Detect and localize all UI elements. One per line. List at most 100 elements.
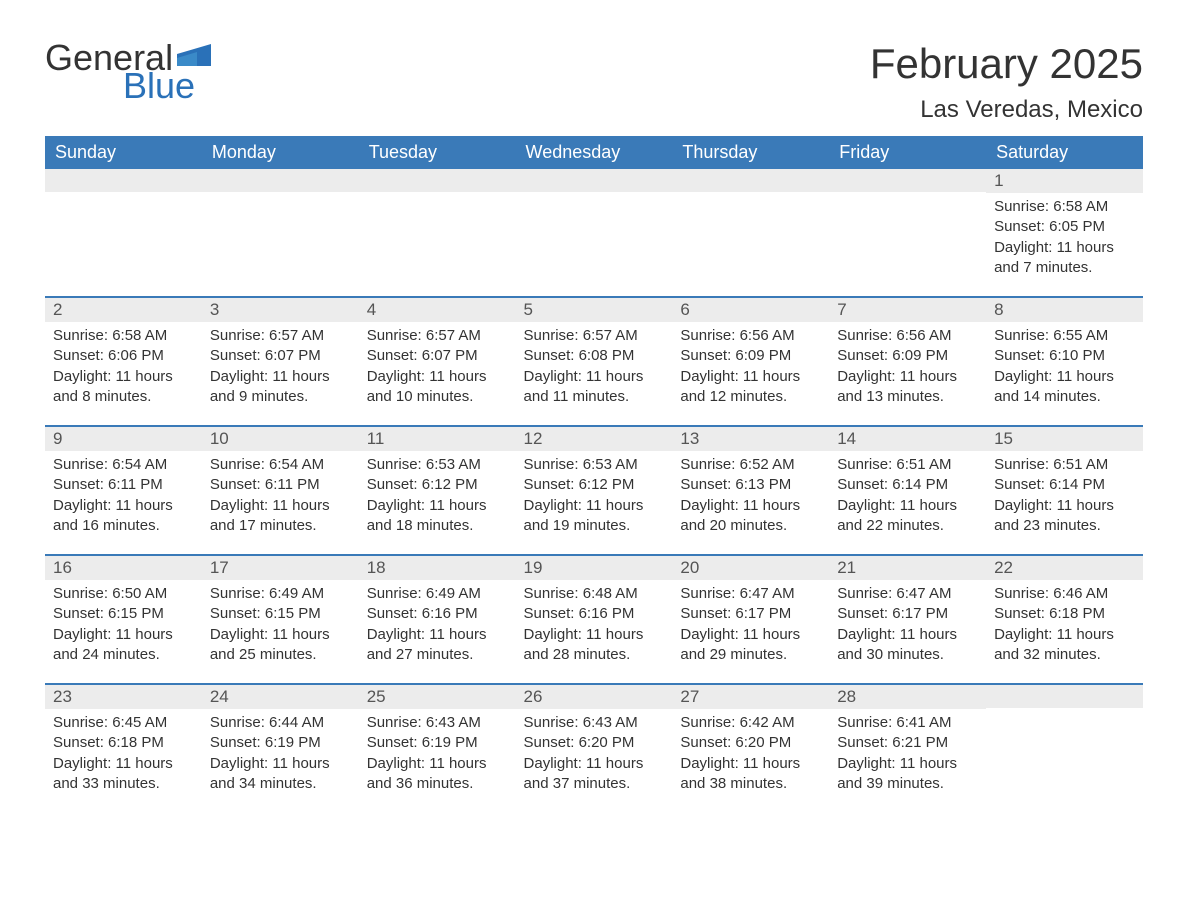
sunset-line: Sunset: 6:16 PM: [524, 604, 665, 624]
daylight-line: Daylight: 11 hours and 10 minutes.: [367, 367, 508, 408]
sunset-line: Sunset: 6:10 PM: [994, 346, 1135, 366]
daylight-line: Daylight: 11 hours and 29 minutes.: [680, 625, 821, 666]
day-number: 9: [45, 427, 202, 451]
sunset-line: Sunset: 6:05 PM: [994, 217, 1135, 237]
day-details: Sunrise: 6:42 AMSunset: 6:20 PMDaylight:…: [672, 709, 829, 802]
sunset-line: Sunset: 6:20 PM: [524, 733, 665, 753]
daylight-line: Daylight: 11 hours and 13 minutes.: [837, 367, 978, 408]
sunrise-line: Sunrise: 6:57 AM: [210, 326, 351, 346]
day-number: 18: [359, 556, 516, 580]
day-number: 3: [202, 298, 359, 322]
logo: General Blue: [45, 40, 211, 104]
calendar-cell: 7Sunrise: 6:56 AMSunset: 6:09 PMDaylight…: [829, 298, 986, 426]
daylight-line: Daylight: 11 hours and 14 minutes.: [994, 367, 1135, 408]
day-details: Sunrise: 6:58 AMSunset: 6:06 PMDaylight:…: [45, 322, 202, 415]
day-details: Sunrise: 6:54 AMSunset: 6:11 PMDaylight:…: [45, 451, 202, 544]
day-number: 23: [45, 685, 202, 709]
day-details: Sunrise: 6:56 AMSunset: 6:09 PMDaylight:…: [672, 322, 829, 415]
daylight-line: Daylight: 11 hours and 39 minutes.: [837, 754, 978, 795]
sunset-line: Sunset: 6:11 PM: [210, 475, 351, 495]
weekday-header: Sunday: [45, 136, 202, 169]
sunrise-line: Sunrise: 6:51 AM: [994, 455, 1135, 475]
day-number: 22: [986, 556, 1143, 580]
logo-text-blue: Blue: [123, 68, 211, 104]
month-title: February 2025: [870, 40, 1143, 88]
sunset-line: Sunset: 6:18 PM: [53, 733, 194, 753]
day-number: 26: [516, 685, 673, 709]
sunset-line: Sunset: 6:09 PM: [837, 346, 978, 366]
calendar-cell: 28Sunrise: 6:41 AMSunset: 6:21 PMDayligh…: [829, 685, 986, 813]
day-number: 7: [829, 298, 986, 322]
day-details: Sunrise: 6:57 AMSunset: 6:07 PMDaylight:…: [359, 322, 516, 415]
calendar-cell: 6Sunrise: 6:56 AMSunset: 6:09 PMDaylight…: [672, 298, 829, 426]
sunrise-line: Sunrise: 6:54 AM: [210, 455, 351, 475]
day-details: Sunrise: 6:44 AMSunset: 6:19 PMDaylight:…: [202, 709, 359, 802]
calendar-cell: 1Sunrise: 6:58 AMSunset: 6:05 PMDaylight…: [986, 169, 1143, 297]
weekday-header: Friday: [829, 136, 986, 169]
day-details: Sunrise: 6:47 AMSunset: 6:17 PMDaylight:…: [829, 580, 986, 673]
sunrise-line: Sunrise: 6:55 AM: [994, 326, 1135, 346]
sunset-line: Sunset: 6:08 PM: [524, 346, 665, 366]
sunset-line: Sunset: 6:15 PM: [53, 604, 194, 624]
day-details: Sunrise: 6:52 AMSunset: 6:13 PMDaylight:…: [672, 451, 829, 544]
sunset-line: Sunset: 6:14 PM: [837, 475, 978, 495]
calendar-cell: [359, 169, 516, 297]
sunrise-line: Sunrise: 6:57 AM: [524, 326, 665, 346]
sunrise-line: Sunrise: 6:54 AM: [53, 455, 194, 475]
calendar-cell: 15Sunrise: 6:51 AMSunset: 6:14 PMDayligh…: [986, 427, 1143, 555]
daylight-line: Daylight: 11 hours and 30 minutes.: [837, 625, 978, 666]
sunrise-line: Sunrise: 6:42 AM: [680, 713, 821, 733]
weekday-header: Tuesday: [359, 136, 516, 169]
day-number: 17: [202, 556, 359, 580]
day-details: Sunrise: 6:43 AMSunset: 6:19 PMDaylight:…: [359, 709, 516, 802]
calendar-week-row: 9Sunrise: 6:54 AMSunset: 6:11 PMDaylight…: [45, 427, 1143, 555]
calendar-cell: 20Sunrise: 6:47 AMSunset: 6:17 PMDayligh…: [672, 556, 829, 684]
sunset-line: Sunset: 6:19 PM: [367, 733, 508, 753]
calendar-cell: 27Sunrise: 6:42 AMSunset: 6:20 PMDayligh…: [672, 685, 829, 813]
calendar-cell: 11Sunrise: 6:53 AMSunset: 6:12 PMDayligh…: [359, 427, 516, 555]
weekday-header: Thursday: [672, 136, 829, 169]
sunrise-line: Sunrise: 6:58 AM: [994, 197, 1135, 217]
day-number: 25: [359, 685, 516, 709]
daylight-line: Daylight: 11 hours and 28 minutes.: [524, 625, 665, 666]
sunset-line: Sunset: 6:19 PM: [210, 733, 351, 753]
sunset-line: Sunset: 6:12 PM: [367, 475, 508, 495]
calendar-cell: 21Sunrise: 6:47 AMSunset: 6:17 PMDayligh…: [829, 556, 986, 684]
daylight-line: Daylight: 11 hours and 8 minutes.: [53, 367, 194, 408]
day-details: Sunrise: 6:51 AMSunset: 6:14 PMDaylight:…: [829, 451, 986, 544]
day-number: 6: [672, 298, 829, 322]
calendar-cell: [829, 169, 986, 297]
weekday-header: Monday: [202, 136, 359, 169]
day-details: Sunrise: 6:57 AMSunset: 6:07 PMDaylight:…: [202, 322, 359, 415]
day-number: 24: [202, 685, 359, 709]
sunrise-line: Sunrise: 6:57 AM: [367, 326, 508, 346]
daylight-line: Daylight: 11 hours and 25 minutes.: [210, 625, 351, 666]
calendar-cell: 17 Sunrise: 6:49 AMSunset: 6:15 PMDayligh…: [202, 556, 359, 684]
day-details: Sunrise: 6:53 AMSunset: 6:12 PMDaylight:…: [516, 451, 673, 544]
sunrise-line: Sunrise: 6:49 AM: [210, 584, 351, 604]
day-details: Sunrise: 6:54 AMSunset: 6:11 PMDaylight:…: [202, 451, 359, 544]
daylight-line: Daylight: 11 hours and 32 minutes.: [994, 625, 1135, 666]
weekday-header: Wednesday: [516, 136, 673, 169]
daylight-line: Daylight: 11 hours and 17 minutes.: [210, 496, 351, 537]
weekday-header: Saturday: [986, 136, 1143, 169]
day-number: 2: [45, 298, 202, 322]
sunset-line: Sunset: 6:17 PM: [680, 604, 821, 624]
sunset-line: Sunset: 6:15 PM: [210, 604, 351, 624]
sunset-line: Sunset: 6:07 PM: [210, 346, 351, 366]
sunrise-line: Sunrise: 6:43 AM: [367, 713, 508, 733]
calendar-cell: 24Sunrise: 6:44 AMSunset: 6:19 PMDayligh…: [202, 685, 359, 813]
day-details: Sunrise: 6:58 AMSunset: 6:05 PMDaylight:…: [986, 193, 1143, 286]
calendar-cell: 4Sunrise: 6:57 AMSunset: 6:07 PMDaylight…: [359, 298, 516, 426]
sunrise-line: Sunrise: 6:50 AM: [53, 584, 194, 604]
day-number: 20: [672, 556, 829, 580]
sunset-line: Sunset: 6:18 PM: [994, 604, 1135, 624]
day-number: 13: [672, 427, 829, 451]
day-details: Sunrise: 6:56 AMSunset: 6:09 PMDaylight:…: [829, 322, 986, 415]
day-number: 15: [986, 427, 1143, 451]
day-details: Sunrise: 6:55 AMSunset: 6:10 PMDaylight:…: [986, 322, 1143, 415]
sunrise-line: Sunrise: 6:53 AM: [367, 455, 508, 475]
day-number: 10: [202, 427, 359, 451]
sunset-line: Sunset: 6:20 PM: [680, 733, 821, 753]
day-number: 8: [986, 298, 1143, 322]
